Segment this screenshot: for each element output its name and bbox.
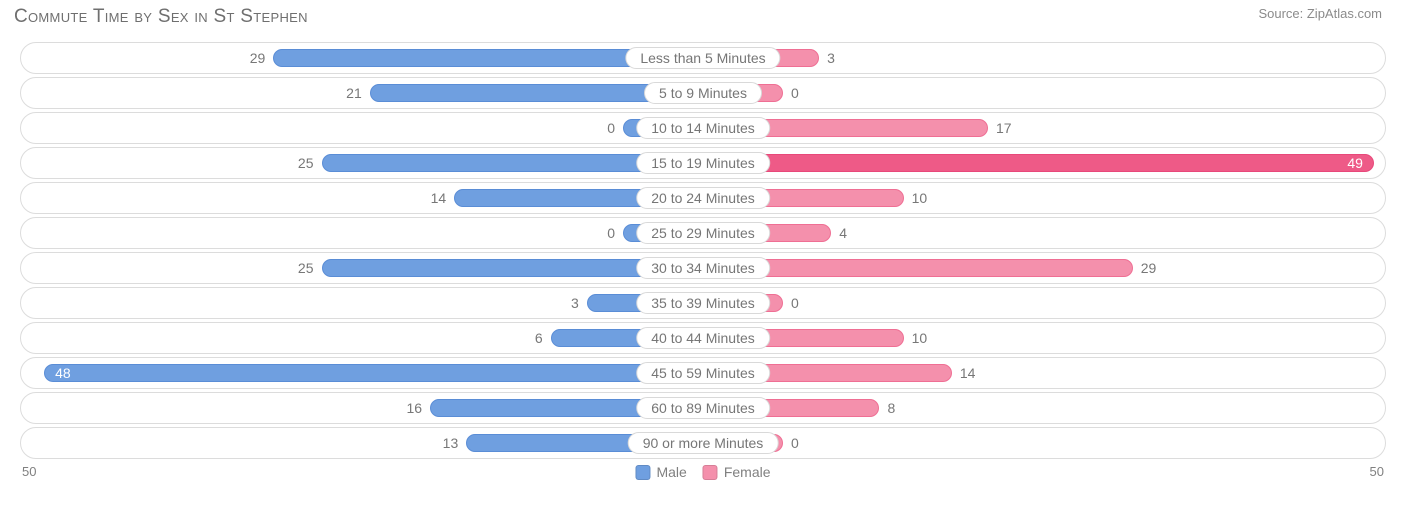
value-female: 17: [996, 120, 1012, 136]
category-pill: 60 to 89 Minutes: [636, 397, 770, 419]
value-female: 3: [827, 50, 835, 66]
chart-row: 16 8 60 to 89 Minutes: [20, 392, 1386, 424]
value-male: 0: [607, 225, 615, 241]
chart-row: 48 14 45 to 59 Minutes: [20, 357, 1386, 389]
value-female: 10: [912, 330, 928, 346]
chart-row: 25 29 30 to 34 Minutes: [20, 252, 1386, 284]
bar-female: [703, 154, 1374, 172]
value-male: 13: [443, 435, 459, 451]
chart-row: 21 0 5 to 9 Minutes: [20, 77, 1386, 109]
category-pill: 15 to 19 Minutes: [636, 152, 770, 174]
value-male: 14: [431, 190, 447, 206]
value-male: 0: [607, 120, 615, 136]
axis-left-max: 50: [22, 464, 36, 479]
value-female: 49: [1347, 155, 1363, 171]
bar-male: [44, 364, 703, 382]
chart-row: 29 3 Less than 5 Minutes: [20, 42, 1386, 74]
legend-swatch-female: [703, 465, 718, 480]
value-male: 25: [298, 260, 314, 276]
chart-row: 3 0 35 to 39 Minutes: [20, 287, 1386, 319]
value-male: 6: [535, 330, 543, 346]
value-male: 29: [250, 50, 266, 66]
legend: Male Female: [635, 464, 770, 480]
category-pill: 90 or more Minutes: [628, 432, 779, 454]
axis-right-max: 50: [1370, 464, 1384, 479]
legend-item-female: Female: [703, 464, 771, 480]
value-male: 3: [571, 295, 579, 311]
value-female: 0: [791, 295, 799, 311]
value-female: 8: [887, 400, 895, 416]
value-male: 48: [55, 365, 71, 381]
category-pill: 20 to 24 Minutes: [636, 187, 770, 209]
legend-swatch-male: [635, 465, 650, 480]
value-female: 4: [839, 225, 847, 241]
source-attribution: Source: ZipAtlas.com: [1258, 6, 1382, 21]
value-male: 25: [298, 155, 314, 171]
value-female: 0: [791, 85, 799, 101]
value-male: 21: [346, 85, 362, 101]
category-pill: 5 to 9 Minutes: [644, 82, 762, 104]
category-pill: 40 to 44 Minutes: [636, 327, 770, 349]
value-female: 10: [912, 190, 928, 206]
category-pill: Less than 5 Minutes: [625, 47, 780, 69]
chart-row: 0 4 25 to 29 Minutes: [20, 217, 1386, 249]
value-female: 29: [1141, 260, 1157, 276]
chart-row: 14 10 20 to 24 Minutes: [20, 182, 1386, 214]
category-pill: 25 to 29 Minutes: [636, 222, 770, 244]
legend-item-male: Male: [635, 464, 686, 480]
chart-row: 0 17 10 to 14 Minutes: [20, 112, 1386, 144]
category-pill: 35 to 39 Minutes: [636, 292, 770, 314]
chart-row: 13 0 90 or more Minutes: [20, 427, 1386, 459]
legend-label-male: Male: [656, 464, 686, 480]
chart-row: 25 49 15 to 19 Minutes: [20, 147, 1386, 179]
value-male: 16: [406, 400, 422, 416]
value-female: 0: [791, 435, 799, 451]
category-pill: 10 to 14 Minutes: [636, 117, 770, 139]
value-female: 14: [960, 365, 976, 381]
chart-row: 6 10 40 to 44 Minutes: [20, 322, 1386, 354]
chart-area: 29 3 Less than 5 Minutes 21 0 5 to 9 Minutes 0…: [0, 30, 1406, 459]
category-pill: 45 to 59 Minutes: [636, 362, 770, 384]
chart-title: Commute Time by Sex in St Stephen: [14, 6, 308, 28]
legend-label-female: Female: [724, 464, 771, 480]
category-pill: 30 to 34 Minutes: [636, 257, 770, 279]
axis-row: 50 Male Female 50: [0, 462, 1406, 479]
